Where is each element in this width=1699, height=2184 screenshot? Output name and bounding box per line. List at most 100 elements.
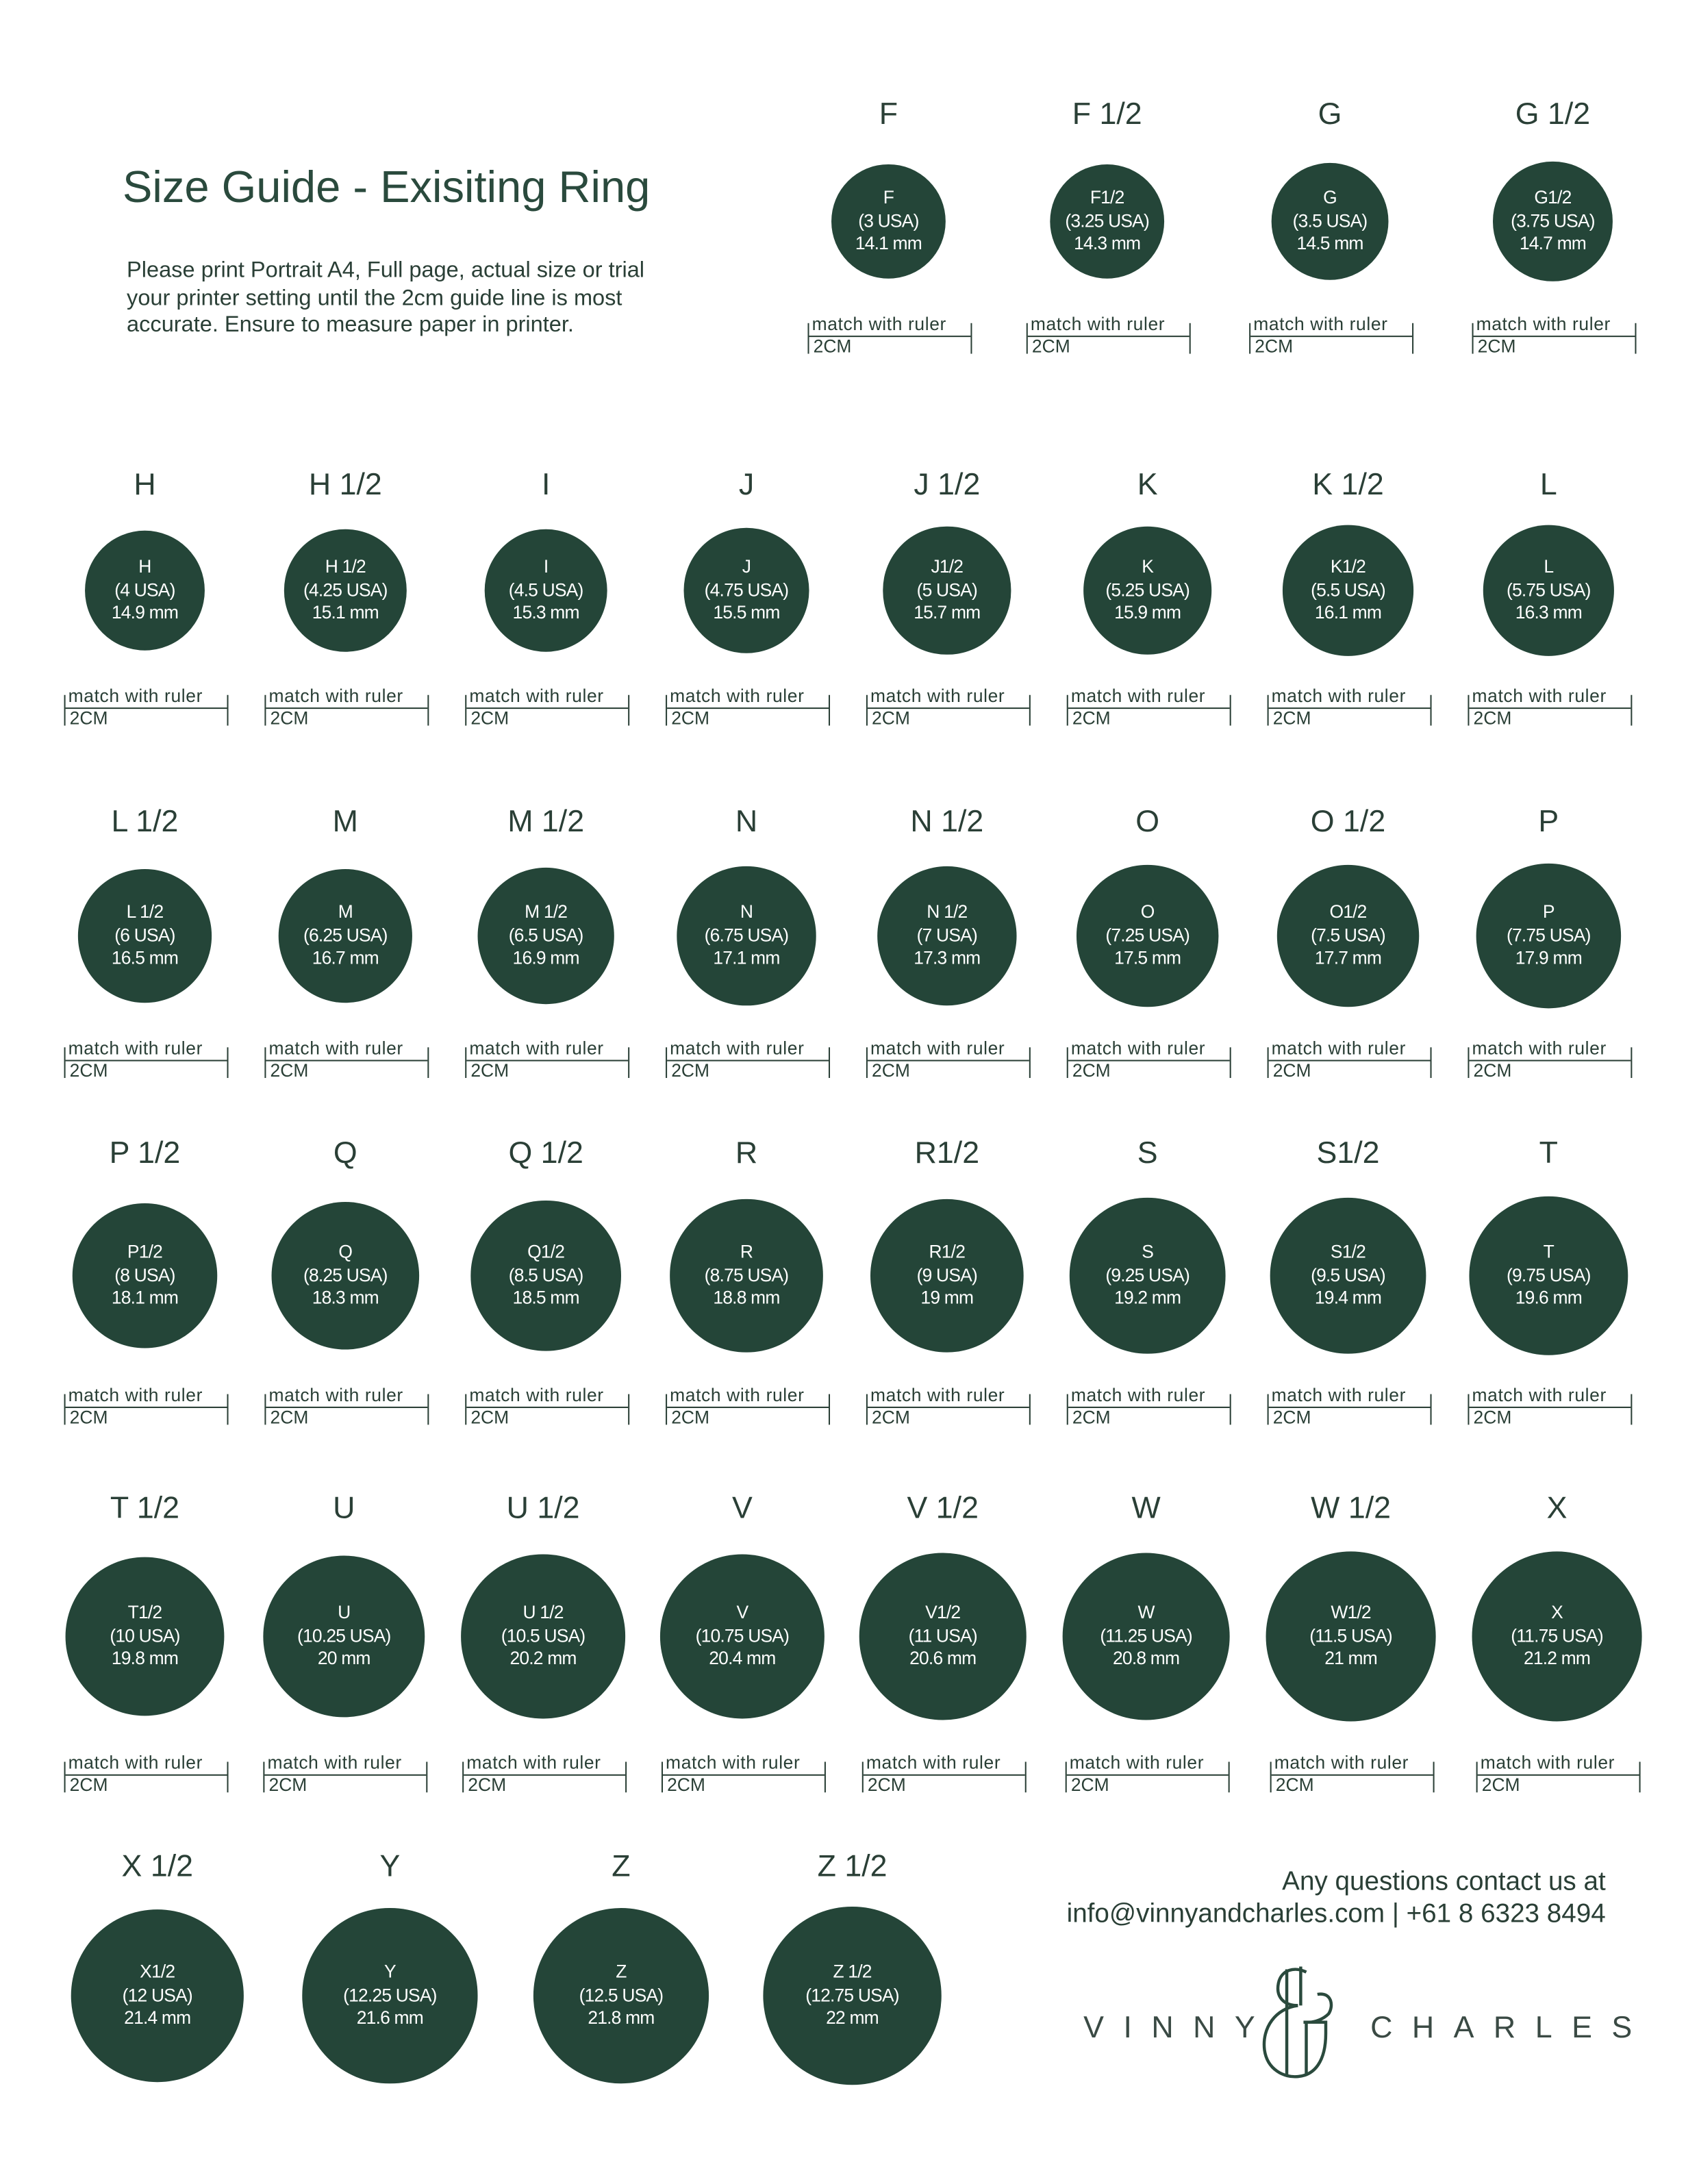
size-label: S1/2 (1316, 1135, 1380, 1170)
circle-usa-text: (9.25 USA) (1105, 1264, 1190, 1285)
ruler-bottom-text: 2CM (671, 1406, 710, 1428)
print-instructions: Please print Portrait A4, Full page, act… (127, 259, 645, 338)
circle-usa-text: (3.25 USA) (1065, 210, 1150, 231)
circle-name-text: S (1142, 1241, 1154, 1262)
circle-mm-text: 20.6 mm (909, 1648, 977, 1669)
circle-name-text: V1/2 (925, 1602, 961, 1623)
size-label: U 1/2 (506, 1490, 580, 1525)
circle-mm-text: 19 mm (920, 1287, 974, 1309)
ruler-bottom-text: 2CM (1272, 1059, 1311, 1081)
ruler-bottom-text: 2CM (1473, 1059, 1512, 1081)
logo-text-left: VINNY (1083, 2009, 1275, 2045)
circle-mm-text: 20 mm (317, 1648, 371, 1669)
circle-usa-text: (3 USA) (858, 210, 919, 231)
ruler-guide-2cm: match with ruler 2CM (465, 1384, 630, 1427)
size-label: S (1137, 1135, 1158, 1170)
size-label: N (735, 803, 758, 839)
circle-name-text: F (883, 186, 894, 208)
circle-mm-text: 18.8 mm (713, 1287, 780, 1309)
ruler-bottom-text: 2CM (671, 1059, 710, 1081)
circle-name-text: G1/2 (1534, 186, 1572, 208)
circle-name-text: L (1544, 555, 1554, 577)
circle-name-text: K (1142, 555, 1154, 577)
ruler-line (1469, 1406, 1631, 1408)
ruler-guide-2cm: match with ruler 2CM (1065, 1752, 1230, 1795)
ruler-top-text: match with ruler (1271, 1384, 1407, 1405)
ring-size-circle: V1/2 (11 USA) 20.6 mm (859, 1553, 1027, 1720)
circle-name-text: F1/2 (1090, 186, 1124, 208)
circle-name-text: H 1/2 (325, 555, 366, 577)
circle-usa-text: (3.75 USA) (1511, 210, 1595, 231)
ruler-top-text: match with ruler (466, 1752, 601, 1773)
ruler-guide-2cm: match with ruler 2CM (661, 1752, 826, 1795)
ruler-guide-2cm: match with ruler 2CM (1066, 1038, 1231, 1081)
size-label: R (735, 1135, 758, 1170)
ruler-bottom-text: 2CM (1275, 1774, 1314, 1796)
size-label: X 1/2 (121, 1848, 194, 1883)
circle-usa-text: (9.5 USA) (1311, 1264, 1386, 1285)
size-label: I (541, 466, 551, 502)
ring-size-circle: N 1/2 (7 USA) 17.3 mm (877, 866, 1017, 1006)
ring-size-circle: O1/2 (7.5 USA) 17.7 mm (1276, 864, 1420, 1007)
ring-size-circle: V (10.75 USA) 20.4 mm (659, 1554, 825, 1719)
circle-name-text: X (1551, 1602, 1563, 1623)
circle-usa-text: (10.75 USA) (695, 1624, 790, 1646)
circle-mm-text: 14.9 mm (111, 601, 179, 623)
circle-name-text: S1/2 (1330, 1241, 1366, 1262)
size-label: N 1/2 (910, 803, 984, 839)
circle-mm-text: 21.2 mm (1523, 1648, 1591, 1669)
size-label: K (1137, 466, 1158, 502)
ring-size-circle: K1/2 (5.5 USA) 16.1 mm (1283, 525, 1413, 656)
size-label: M (332, 803, 358, 839)
ruler-line (1268, 1406, 1431, 1408)
size-label: U (333, 1490, 355, 1525)
ruler-guide-2cm: match with ruler 2CM (666, 1384, 831, 1428)
ruler-bottom-text: 2CM (270, 707, 309, 729)
circle-name-text: J (742, 555, 751, 577)
ring-size-circle: Z (12.5 USA) 21.8 mm (533, 1907, 709, 2084)
circle-usa-text: (6.25 USA) (303, 924, 388, 946)
circle-name-text: Z 1/2 (833, 1961, 872, 1983)
circle-name-text: N 1/2 (927, 901, 968, 922)
ruler-line (667, 1059, 829, 1062)
circle-mm-text: 19.2 mm (1114, 1287, 1181, 1309)
ring-size-circle: F1/2 (3.25 USA) 14.3 mm (1049, 163, 1166, 279)
circle-name-text: M 1/2 (525, 901, 568, 922)
ruler-bottom-text: 2CM (470, 707, 509, 729)
ruler-top-text: match with ruler (870, 1038, 1005, 1059)
circle-mm-text: 17.9 mm (1515, 947, 1583, 968)
ring-size-circle: W (11.25 USA) 20.8 mm (1061, 1552, 1231, 1721)
ruler-top-text: match with ruler (870, 1384, 1005, 1405)
circle-usa-text: (4.5 USA) (508, 579, 584, 600)
logo-text-right: CHARLES (1370, 2009, 1652, 2045)
circle-mm-text: 14.5 mm (1296, 233, 1363, 254)
circle-usa-text: (4.75 USA) (704, 579, 789, 600)
size-label: H 1/2 (308, 466, 382, 502)
circle-usa-text: (7.25 USA) (1105, 924, 1190, 946)
circle-mm-text: 21.6 mm (356, 2007, 424, 2029)
size-label: W 1/2 (1311, 1490, 1392, 1525)
circle-usa-text: (4 USA) (114, 579, 175, 600)
circle-name-text: W (1137, 1602, 1155, 1623)
circle-name-text: V (736, 1602, 748, 1623)
ruler-line (1473, 336, 1635, 338)
size-label: L 1/2 (111, 803, 179, 839)
circle-mm-text: 20.2 mm (509, 1648, 577, 1669)
ring-size-circle: L 1/2 (6 USA) 16.5 mm (78, 869, 212, 1003)
ruler-bottom-text: 2CM (69, 707, 108, 729)
circle-name-text: W1/2 (1331, 1602, 1371, 1623)
circle-usa-text: (4.25 USA) (303, 579, 388, 600)
ring-size-circle: T1/2 (10 USA) 19.8 mm (64, 1556, 225, 1717)
ring-size-circle: J1/2 (5 USA) 15.7 mm (883, 527, 1011, 654)
circle-name-text: U (338, 1602, 351, 1623)
circle-mm-text: 18.1 mm (111, 1287, 179, 1309)
circle-mm-text: 14.3 mm (1074, 233, 1141, 254)
ruler-top-text: match with ruler (268, 685, 403, 707)
size-label: M 1/2 (507, 803, 585, 839)
ruler-line (1066, 1774, 1229, 1776)
ruler-bottom-text: 2CM (1477, 336, 1516, 357)
circle-name-text: O (1140, 901, 1155, 922)
ruler-top-text: match with ruler (1472, 1384, 1607, 1405)
contact-details[interactable]: info@vinnyandcharles.com | +61 8 6323 84… (1066, 1899, 1606, 1929)
ruler-top-text: match with ruler (1070, 1384, 1206, 1405)
